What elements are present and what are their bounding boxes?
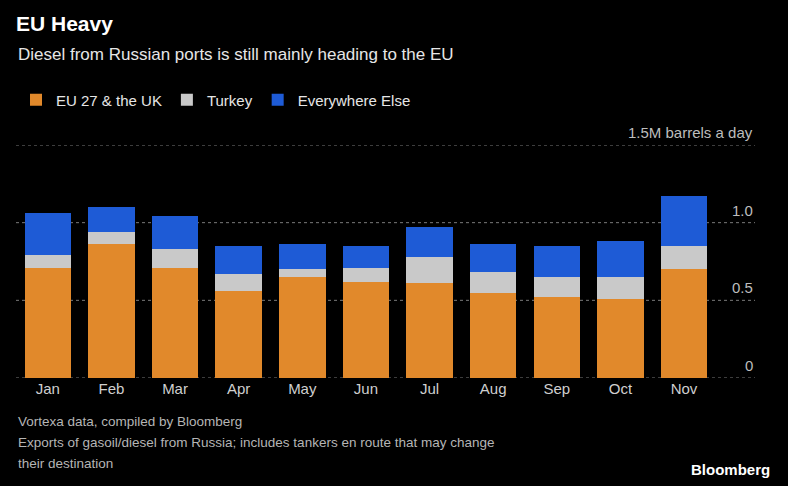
svg-text:May: May xyxy=(288,380,317,397)
svg-text:EU Heavy: EU Heavy xyxy=(16,12,113,35)
svg-text:Nov: Nov xyxy=(671,380,698,397)
svg-text:Jun: Jun xyxy=(354,380,378,397)
svg-text:Exports of gasoil/diesel from: Exports of gasoil/diesel from Russia; in… xyxy=(18,435,495,450)
svg-text:Aug: Aug xyxy=(480,380,507,397)
svg-text:Jul: Jul xyxy=(420,380,439,397)
svg-text:1.5M barrels a day: 1.5M barrels a day xyxy=(628,124,753,141)
svg-text:1.0: 1.0 xyxy=(732,202,753,219)
svg-text:Vortexa data, compiled by Bloo: Vortexa data, compiled by Bloomberg xyxy=(18,414,242,429)
svg-text:Apr: Apr xyxy=(227,380,250,397)
svg-text:0: 0 xyxy=(745,357,753,374)
svg-text:Diesel from Russian ports is s: Diesel from Russian ports is still mainl… xyxy=(18,45,454,64)
svg-text:Sep: Sep xyxy=(543,380,570,397)
svg-text:their destination: their destination xyxy=(18,456,113,471)
svg-text:Jan: Jan xyxy=(36,380,60,397)
svg-text:Feb: Feb xyxy=(99,380,125,397)
svg-text:Turkey: Turkey xyxy=(207,92,253,109)
svg-text:0.5: 0.5 xyxy=(732,279,753,296)
svg-text:Bloomberg: Bloomberg xyxy=(691,461,770,478)
svg-text:Oct: Oct xyxy=(609,380,633,397)
svg-text:Mar: Mar xyxy=(162,380,188,397)
svg-text:EU 27 & the UK: EU 27 & the UK xyxy=(56,92,162,109)
svg-text:Everywhere Else: Everywhere Else xyxy=(298,92,411,109)
